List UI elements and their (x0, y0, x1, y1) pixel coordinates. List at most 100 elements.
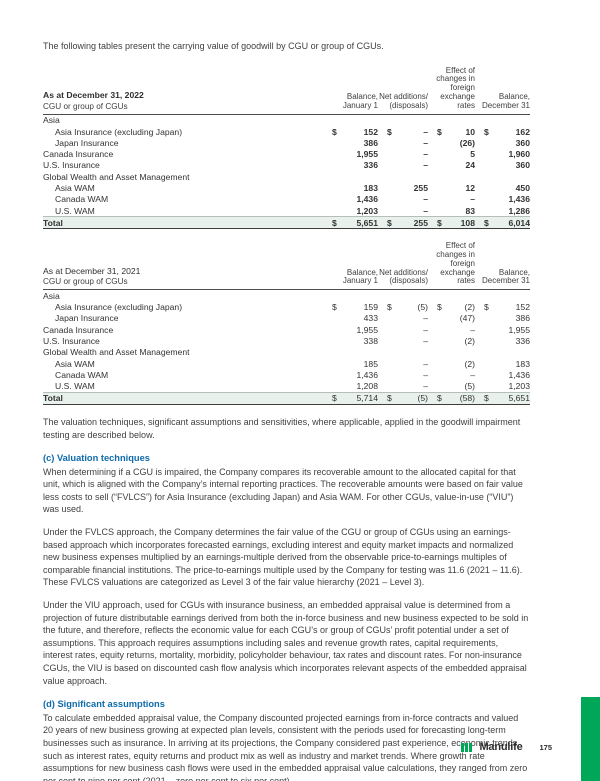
cell-value: 159 (363, 302, 378, 313)
cell-value: 360 (515, 137, 530, 148)
cell-value: – (423, 313, 428, 324)
row-label: Asia Insurance (excluding Japan) (55, 126, 183, 137)
valuation-paragraph-1: When determining if a CGU is impaired, t… (43, 466, 523, 515)
section-heading-significant-assumptions: (d) Significant assumptions (43, 699, 165, 710)
cell: 5 (428, 149, 475, 159)
cell-value: 6,014 (508, 217, 530, 228)
cell: 1,955 (323, 325, 378, 335)
row-label: U.S. Insurance (43, 160, 100, 171)
cell: $ (5) (378, 393, 428, 403)
table-row: U.S. WAM 1,208 – (5) 1,203 (43, 381, 530, 392)
cell: – (428, 325, 475, 335)
goodwill-table-2022: As at December 31, 2022 CGU or group of … (43, 66, 530, 230)
cell-value: 336 (515, 336, 530, 347)
cell: 338 (323, 336, 378, 346)
cell: (47) (428, 313, 475, 323)
table-row-section: Global Wealth and Asset Management (43, 171, 530, 182)
row-label: Asia (43, 115, 60, 126)
table-row: Asia Insurance (excluding Japan) $159 $ (… (43, 302, 530, 313)
cell: 1,436 (323, 370, 378, 380)
cell-value: 386 (363, 137, 378, 148)
cell-value: 255 (413, 217, 428, 228)
table-row: Canada WAM 1,436 – – 1,436 (43, 194, 530, 205)
table-subtitle: CGU or group of CGUs (43, 277, 128, 287)
cell-value: 1,286 (508, 205, 530, 216)
column-header-balance-january: Balance, January 1 (342, 267, 378, 286)
cell: $159 (323, 302, 378, 312)
table-row: Asia Insurance (excluding Japan) $152 $ –… (43, 126, 530, 137)
cell-currency: $ (484, 393, 489, 404)
cell-value: – (423, 336, 428, 347)
cell-value: (47) (459, 313, 475, 324)
row-label: Asia Insurance (excluding Japan) (55, 302, 183, 313)
column-header-balance-december: Balance, December 31 (481, 91, 530, 110)
row-label: Total (43, 393, 63, 404)
cell-currency: $ (332, 217, 337, 228)
cell: 360 (475, 160, 530, 170)
cell: 360 (475, 138, 530, 148)
cell-value: (5) (464, 381, 475, 392)
cell: 24 (428, 160, 475, 170)
cell-value: 183 (515, 358, 530, 369)
table-row: U.S. Insurance 336 – 24 360 (43, 160, 530, 171)
table-subtitle: CGU or group of CGUs (43, 101, 128, 111)
cell: 386 (475, 313, 530, 323)
cell-currency: $ (437, 393, 442, 404)
table-row: U.S. Insurance 338 – (2) 336 (43, 335, 530, 346)
cell-currency: $ (387, 217, 392, 228)
row-label: U.S. Insurance (43, 336, 100, 347)
column-header-net-additions: Net additions/ (disposals) (379, 267, 428, 286)
cell: 336 (475, 336, 530, 346)
cell-value: 5 (470, 149, 475, 160)
cell: – (378, 370, 428, 380)
cell-value: 1,955 (508, 324, 530, 335)
cell-value: (58) (459, 393, 475, 404)
row-label: Total (43, 217, 63, 228)
table-title: As at December 31, 2022 (43, 90, 144, 101)
cell-value: 10 (465, 126, 475, 137)
cell-value: (2) (464, 302, 475, 313)
cell-value: 183 (363, 183, 378, 193)
cell-currency: $ (332, 126, 337, 137)
cell: – (378, 325, 428, 335)
cell-value: – (423, 149, 428, 160)
cell: 1,286 (475, 206, 530, 216)
cell-value: 152 (515, 302, 530, 313)
cell-value: – (423, 358, 428, 369)
table-row-section: Asia (43, 115, 530, 126)
cell: 386 (323, 138, 378, 148)
cell: – (378, 138, 428, 148)
cell-currency: $ (484, 126, 489, 137)
cell-value: 255 (413, 183, 428, 193)
cell-value: 1,208 (356, 381, 378, 392)
table-2022-body: Asia Asia Insurance (excluding Japan) $1… (43, 115, 530, 230)
cell: 1,208 (323, 381, 378, 391)
table-2022-header: As at December 31, 2022 CGU or group of … (43, 66, 530, 115)
cell-value: 1,436 (356, 194, 378, 205)
cell-value: 386 (515, 313, 530, 324)
cell-currency: $ (437, 126, 442, 137)
goodwill-table-2021: As at December 31, 2021 CGU or group of … (43, 241, 530, 405)
cell-value: 83 (465, 205, 475, 216)
cell-currency: $ (437, 217, 442, 228)
cell-currency: $ (332, 393, 337, 404)
cell: $5,651 (475, 393, 530, 403)
row-label: Japan Insurance (55, 137, 119, 148)
manulife-logo: Manulife (460, 741, 523, 753)
cell-value: 1,955 (356, 324, 378, 335)
cell-value: – (470, 369, 475, 380)
cell: – (378, 359, 428, 369)
cell: 450 (475, 183, 530, 193)
cell-value: – (470, 324, 475, 335)
section-heading-valuation-techniques: (c) Valuation techniques (43, 453, 150, 464)
cell-value: 1,955 (356, 149, 378, 160)
cell-value: 1,436 (508, 194, 530, 205)
cell: 185 (323, 359, 378, 369)
cell: 1,955 (323, 149, 378, 159)
table-row: Canada Insurance 1,955 – – 1,955 (43, 324, 530, 335)
cell-currency: $ (387, 126, 392, 137)
row-label: Asia WAM (55, 183, 95, 193)
row-label: Canada WAM (55, 369, 109, 380)
table-row: Japan Insurance 433 – (47) 386 (43, 313, 530, 324)
